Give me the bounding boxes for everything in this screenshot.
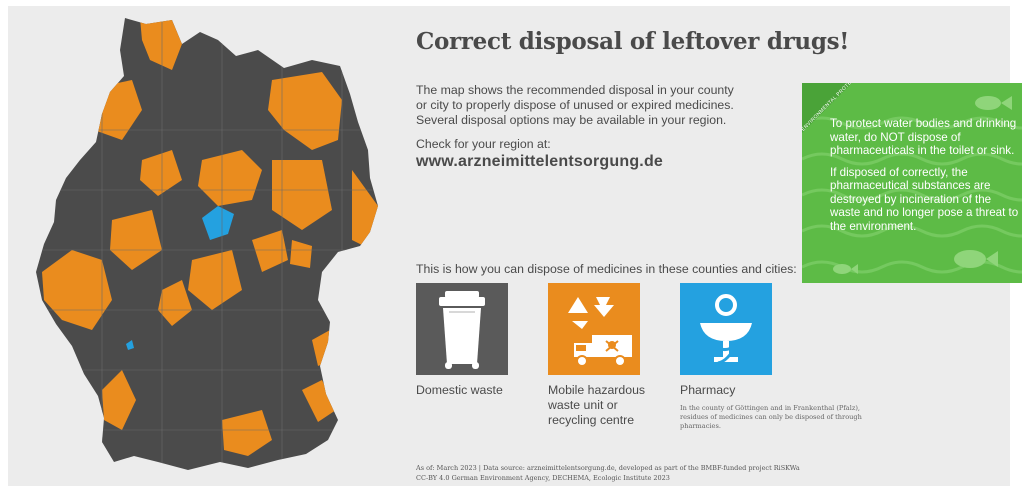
- region-central: [198, 150, 262, 206]
- green-box-paragraph-2: If disposed of correctly, the pharmaceut…: [830, 165, 1019, 233]
- germany-disposal-map: [22, 10, 392, 480]
- region-southwest: [102, 370, 136, 430]
- region-west-central: [110, 210, 162, 270]
- footer-line-1: As of: March 2023 | Data source: arzneim…: [416, 464, 800, 472]
- region-center-south: [188, 250, 242, 310]
- pharmacy-tile: [680, 283, 772, 375]
- pharmacy-region-goettingen: [202, 206, 234, 240]
- website-link[interactable]: www.arzneimittelentsorgung.de: [416, 153, 664, 170]
- region-saxony-west: [290, 240, 312, 268]
- pharmacy-note: In the county of Göttingen and in Franke…: [680, 404, 862, 430]
- trash-bin-icon: [439, 291, 485, 369]
- region-thuringia: [252, 230, 288, 272]
- intro-text: The map shows the recommended disposal i…: [416, 83, 776, 128]
- environmental-protection-box: ENVIRONMENTAL PROTECTION To protect wate…: [802, 83, 1022, 283]
- domestic-waste-tile: [416, 283, 508, 375]
- mobile-waste-tile: [548, 283, 640, 375]
- pharmacy-label: Pharmacy: [680, 383, 736, 397]
- disposal-options-heading: This is how you can dispose of medicines…: [416, 262, 797, 276]
- page-title: Correct disposal of leftover drugs!: [416, 28, 850, 55]
- mobile-waste-label: Mobile hazardous waste unit or recycling…: [548, 383, 646, 427]
- footer-line-2: CC-BY 4.0 German Environment Agency, DEC…: [416, 474, 670, 482]
- recycling-truck-icon: [568, 297, 632, 367]
- intro-line-2: or city to properly dispose of unused or…: [416, 98, 734, 112]
- check-region-label: Check for your region at:: [416, 137, 551, 151]
- pharmacy-bowl-icon: [700, 294, 752, 365]
- green-box-paragraph-1: To protect water bodies and drinking wat…: [830, 117, 1017, 157]
- region-south: [222, 410, 272, 456]
- region-bavaria-east: [302, 380, 336, 422]
- domestic-waste-label: Domestic waste: [416, 383, 503, 397]
- region-north: [140, 18, 182, 70]
- region-northeast: [268, 72, 342, 150]
- intro-line-1: The map shows the recommended disposal i…: [416, 83, 734, 97]
- option-mobile-waste: Mobile hazardous waste unit or recycling…: [548, 283, 668, 428]
- option-pharmacy: Pharmacy In the county of Göttingen and …: [680, 283, 875, 431]
- waves-and-fish-icon: [802, 83, 1022, 274]
- footer: As of: March 2023 | Data source: arzneim…: [416, 463, 800, 483]
- region-east: [272, 160, 332, 230]
- map-base: [36, 18, 378, 470]
- region-central-west: [158, 280, 192, 326]
- option-domestic-waste: Domestic waste: [416, 283, 536, 398]
- region-lower-saxony: [140, 150, 182, 196]
- pharmacy-region-frankenthal: [126, 340, 134, 350]
- intro-line-3: Several disposal options may be availabl…: [416, 113, 727, 127]
